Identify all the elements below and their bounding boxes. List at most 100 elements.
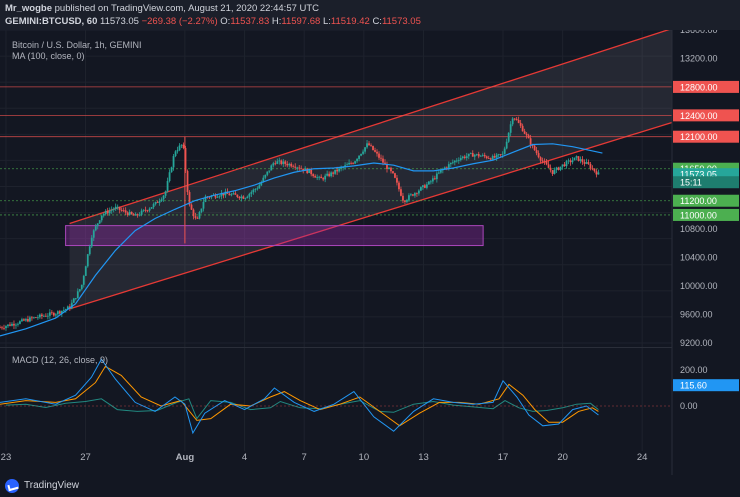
candle-body — [15, 324, 17, 326]
candle-body — [587, 162, 590, 165]
candle-body — [398, 182, 400, 190]
macd-histogram — [5, 398, 599, 420]
price-badge — [673, 109, 739, 122]
candle-body — [529, 138, 532, 146]
candle-body — [1, 327, 3, 329]
candle-body — [316, 177, 319, 178]
candle-body — [497, 154, 500, 156]
l-value: 11519.42 — [330, 16, 370, 27]
candle-body — [198, 212, 201, 219]
candle-body — [388, 167, 390, 170]
footer-brand[interactable]: TradingView — [24, 480, 80, 491]
candle-body — [194, 216, 197, 218]
candle-body — [62, 309, 65, 311]
candle-body — [134, 214, 137, 216]
candle-body — [124, 210, 127, 213]
candle-body — [304, 168, 307, 171]
candle-body — [326, 173, 329, 176]
candle-body — [431, 178, 434, 182]
candle-body — [340, 167, 343, 169]
candle-body — [338, 168, 341, 172]
candle-body — [356, 158, 358, 162]
candle-body — [577, 156, 580, 161]
candle-body — [410, 194, 412, 196]
candle-body — [332, 172, 335, 174]
candle-body — [370, 145, 372, 147]
candle-body — [479, 155, 482, 157]
candle-body — [17, 323, 19, 325]
candle-body — [54, 314, 57, 316]
candle-body — [334, 169, 337, 174]
candle-body — [597, 172, 600, 175]
macd-badge — [673, 379, 739, 392]
candle-body — [37, 317, 39, 319]
candle-body — [523, 131, 526, 134]
candle-body — [186, 170, 189, 193]
macd-badge-label: 115.60 — [680, 381, 707, 391]
candle-body — [396, 177, 398, 183]
time-tick-label: 23 — [1, 452, 12, 463]
candle-body — [322, 178, 325, 180]
candle-body — [258, 185, 261, 189]
candle-body — [437, 172, 440, 174]
candle-body — [475, 154, 478, 155]
candle-body — [166, 181, 169, 192]
candle-body — [264, 174, 267, 178]
candle-body — [429, 181, 432, 183]
candle-body — [300, 168, 303, 170]
candle-body — [224, 191, 227, 196]
candle-body — [19, 321, 21, 324]
candle-body — [551, 170, 554, 174]
candle-body — [5, 326, 7, 329]
candle-body — [439, 170, 442, 173]
candle-body — [40, 314, 43, 317]
candle-body — [170, 167, 173, 173]
candle-body — [368, 143, 370, 146]
chart-canvas[interactable]: 13600.0013200.0010800.0010400.0010000.00… — [0, 30, 740, 475]
candle-body — [320, 176, 323, 179]
candle-body — [136, 214, 139, 216]
candle-body — [310, 169, 313, 175]
candle-body — [144, 209, 147, 211]
ma-legend: MA (100, close, 0) — [12, 51, 85, 61]
candle-body — [174, 151, 177, 157]
candle-body — [493, 156, 496, 158]
price-badge-label: 11200.00 — [680, 196, 717, 206]
candle-body — [272, 163, 275, 166]
candle-body — [7, 324, 9, 327]
channel-lower-line — [69, 121, 673, 310]
candle-body — [148, 208, 151, 211]
candle-body — [414, 193, 416, 196]
candle-body — [366, 143, 368, 148]
candle-body — [280, 160, 283, 164]
candle-body — [214, 194, 217, 198]
candle-body — [473, 154, 476, 157]
candle-body — [308, 169, 311, 174]
tradingview-logo-icon[interactable] — [5, 479, 19, 493]
price-tick-label: 13600.00 — [680, 30, 718, 35]
chart-background — [0, 30, 740, 475]
time-tick-label: Aug — [176, 452, 195, 463]
channel-upper-line — [69, 30, 670, 225]
o-label: O: — [220, 16, 231, 27]
candle-body — [449, 162, 452, 165]
candle-body — [178, 145, 181, 151]
price-badge-label: 12800.00 — [680, 82, 718, 92]
candle-body — [312, 174, 315, 177]
candle-body — [360, 153, 362, 156]
candle-body — [344, 165, 346, 168]
price-badge-label: 11000.00 — [680, 210, 717, 220]
candle-body — [469, 153, 472, 154]
candle-body — [483, 155, 486, 157]
candle-body — [513, 118, 516, 120]
candle-body — [106, 211, 109, 214]
publisher-name[interactable]: Mr_wogbe — [5, 3, 52, 14]
candle-body — [352, 163, 354, 165]
symbol[interactable]: GEMINI:BTCUSD, 60 — [5, 16, 98, 27]
candle-body — [234, 193, 237, 195]
candle-body — [378, 153, 380, 158]
candle-body — [74, 298, 77, 299]
candle-body — [260, 182, 263, 186]
footer: TradingView — [0, 475, 740, 497]
candle-body — [244, 198, 247, 199]
